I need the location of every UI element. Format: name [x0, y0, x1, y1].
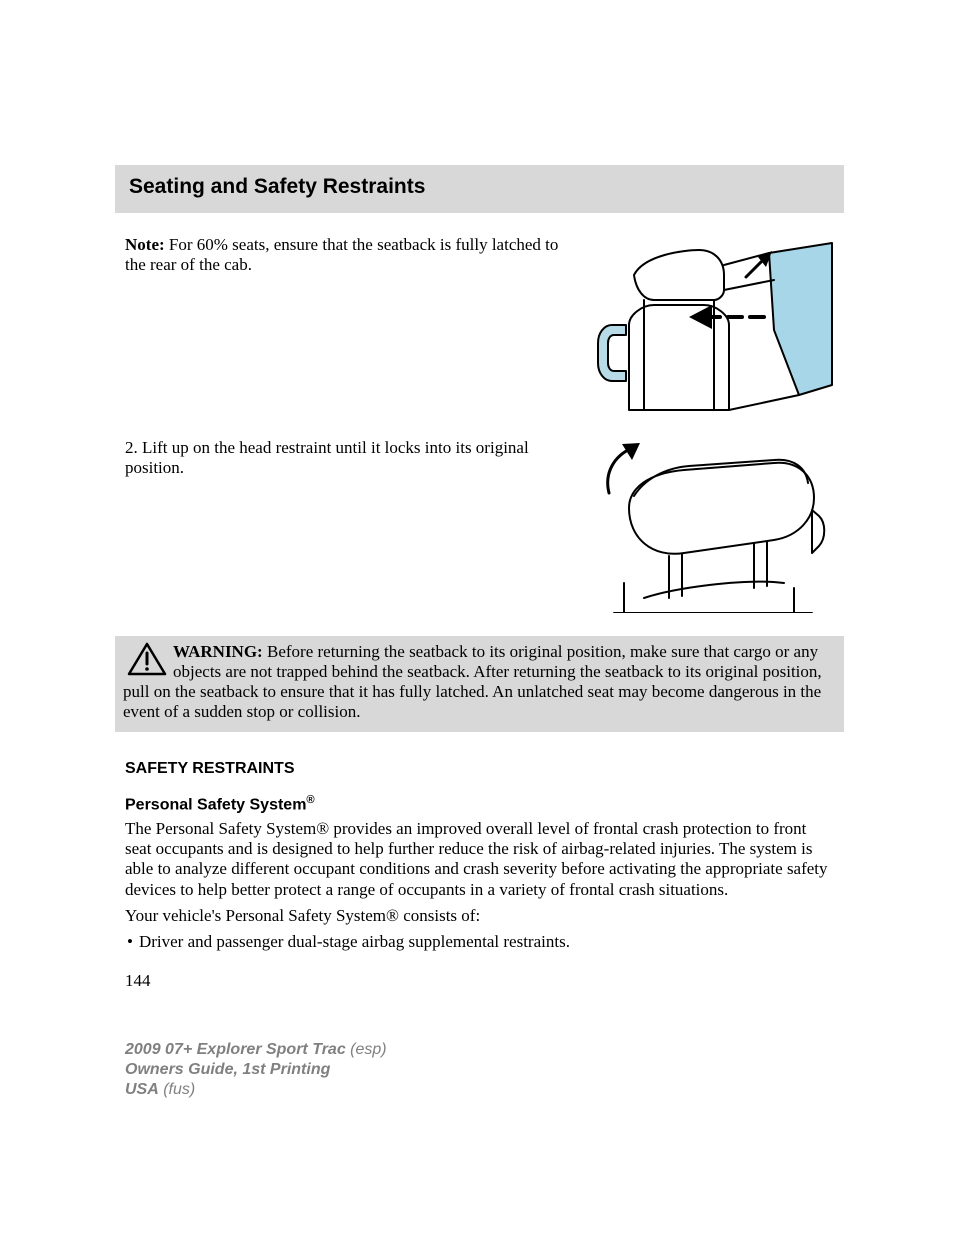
headrestraint-text: 2. Lift up on the head restraint until i… — [125, 438, 574, 479]
warning-label: WARNING: — [173, 642, 263, 661]
footer: 2009 07+ Explorer Sport Trac (esp) Owner… — [125, 1040, 387, 1100]
footer-line-2: Owners Guide, 1st Printing — [125, 1060, 387, 1080]
pss-title: Personal Safety System® — [125, 794, 834, 814]
note-label: Note: — [125, 235, 165, 254]
footer-line-1: 2009 07+ Explorer Sport Trac (esp) — [125, 1040, 387, 1060]
note-text: Note: For 60% seats, ensure that the sea… — [125, 235, 574, 276]
registered-mark: ® — [306, 794, 314, 806]
bullet-text: Driver and passenger dual-stage airbag s… — [139, 932, 570, 952]
note-body: For 60% seats, ensure that the seatback … — [125, 235, 558, 274]
pss-body-2: Your vehicle's Personal Safety System® c… — [125, 906, 834, 926]
note-block: Note: For 60% seats, ensure that the sea… — [125, 235, 834, 420]
warning-icon — [127, 642, 167, 681]
headrestraint-illustration — [574, 438, 834, 618]
page-number: 144 — [125, 971, 834, 991]
page-content: Seating and Safety Restraints Note: For … — [0, 0, 954, 991]
section-header: Seating and Safety Restraints — [115, 165, 844, 213]
bullet-marker: • — [127, 932, 133, 952]
seatback-latch-illustration — [574, 235, 834, 420]
warning-box: WARNING: Before returning the seatback t… — [115, 636, 844, 732]
subsection-title: SAFETY RESTRAINTS — [125, 760, 834, 778]
headrestraint-block: 2. Lift up on the head restraint until i… — [125, 438, 834, 618]
bullet-item-1: • Driver and passenger dual-stage airbag… — [125, 932, 834, 952]
footer-line-3: USA (fus) — [125, 1080, 387, 1100]
pss-body-1: The Personal Safety System® provides an … — [125, 819, 834, 901]
section-title: Seating and Safety Restraints — [129, 175, 425, 198]
